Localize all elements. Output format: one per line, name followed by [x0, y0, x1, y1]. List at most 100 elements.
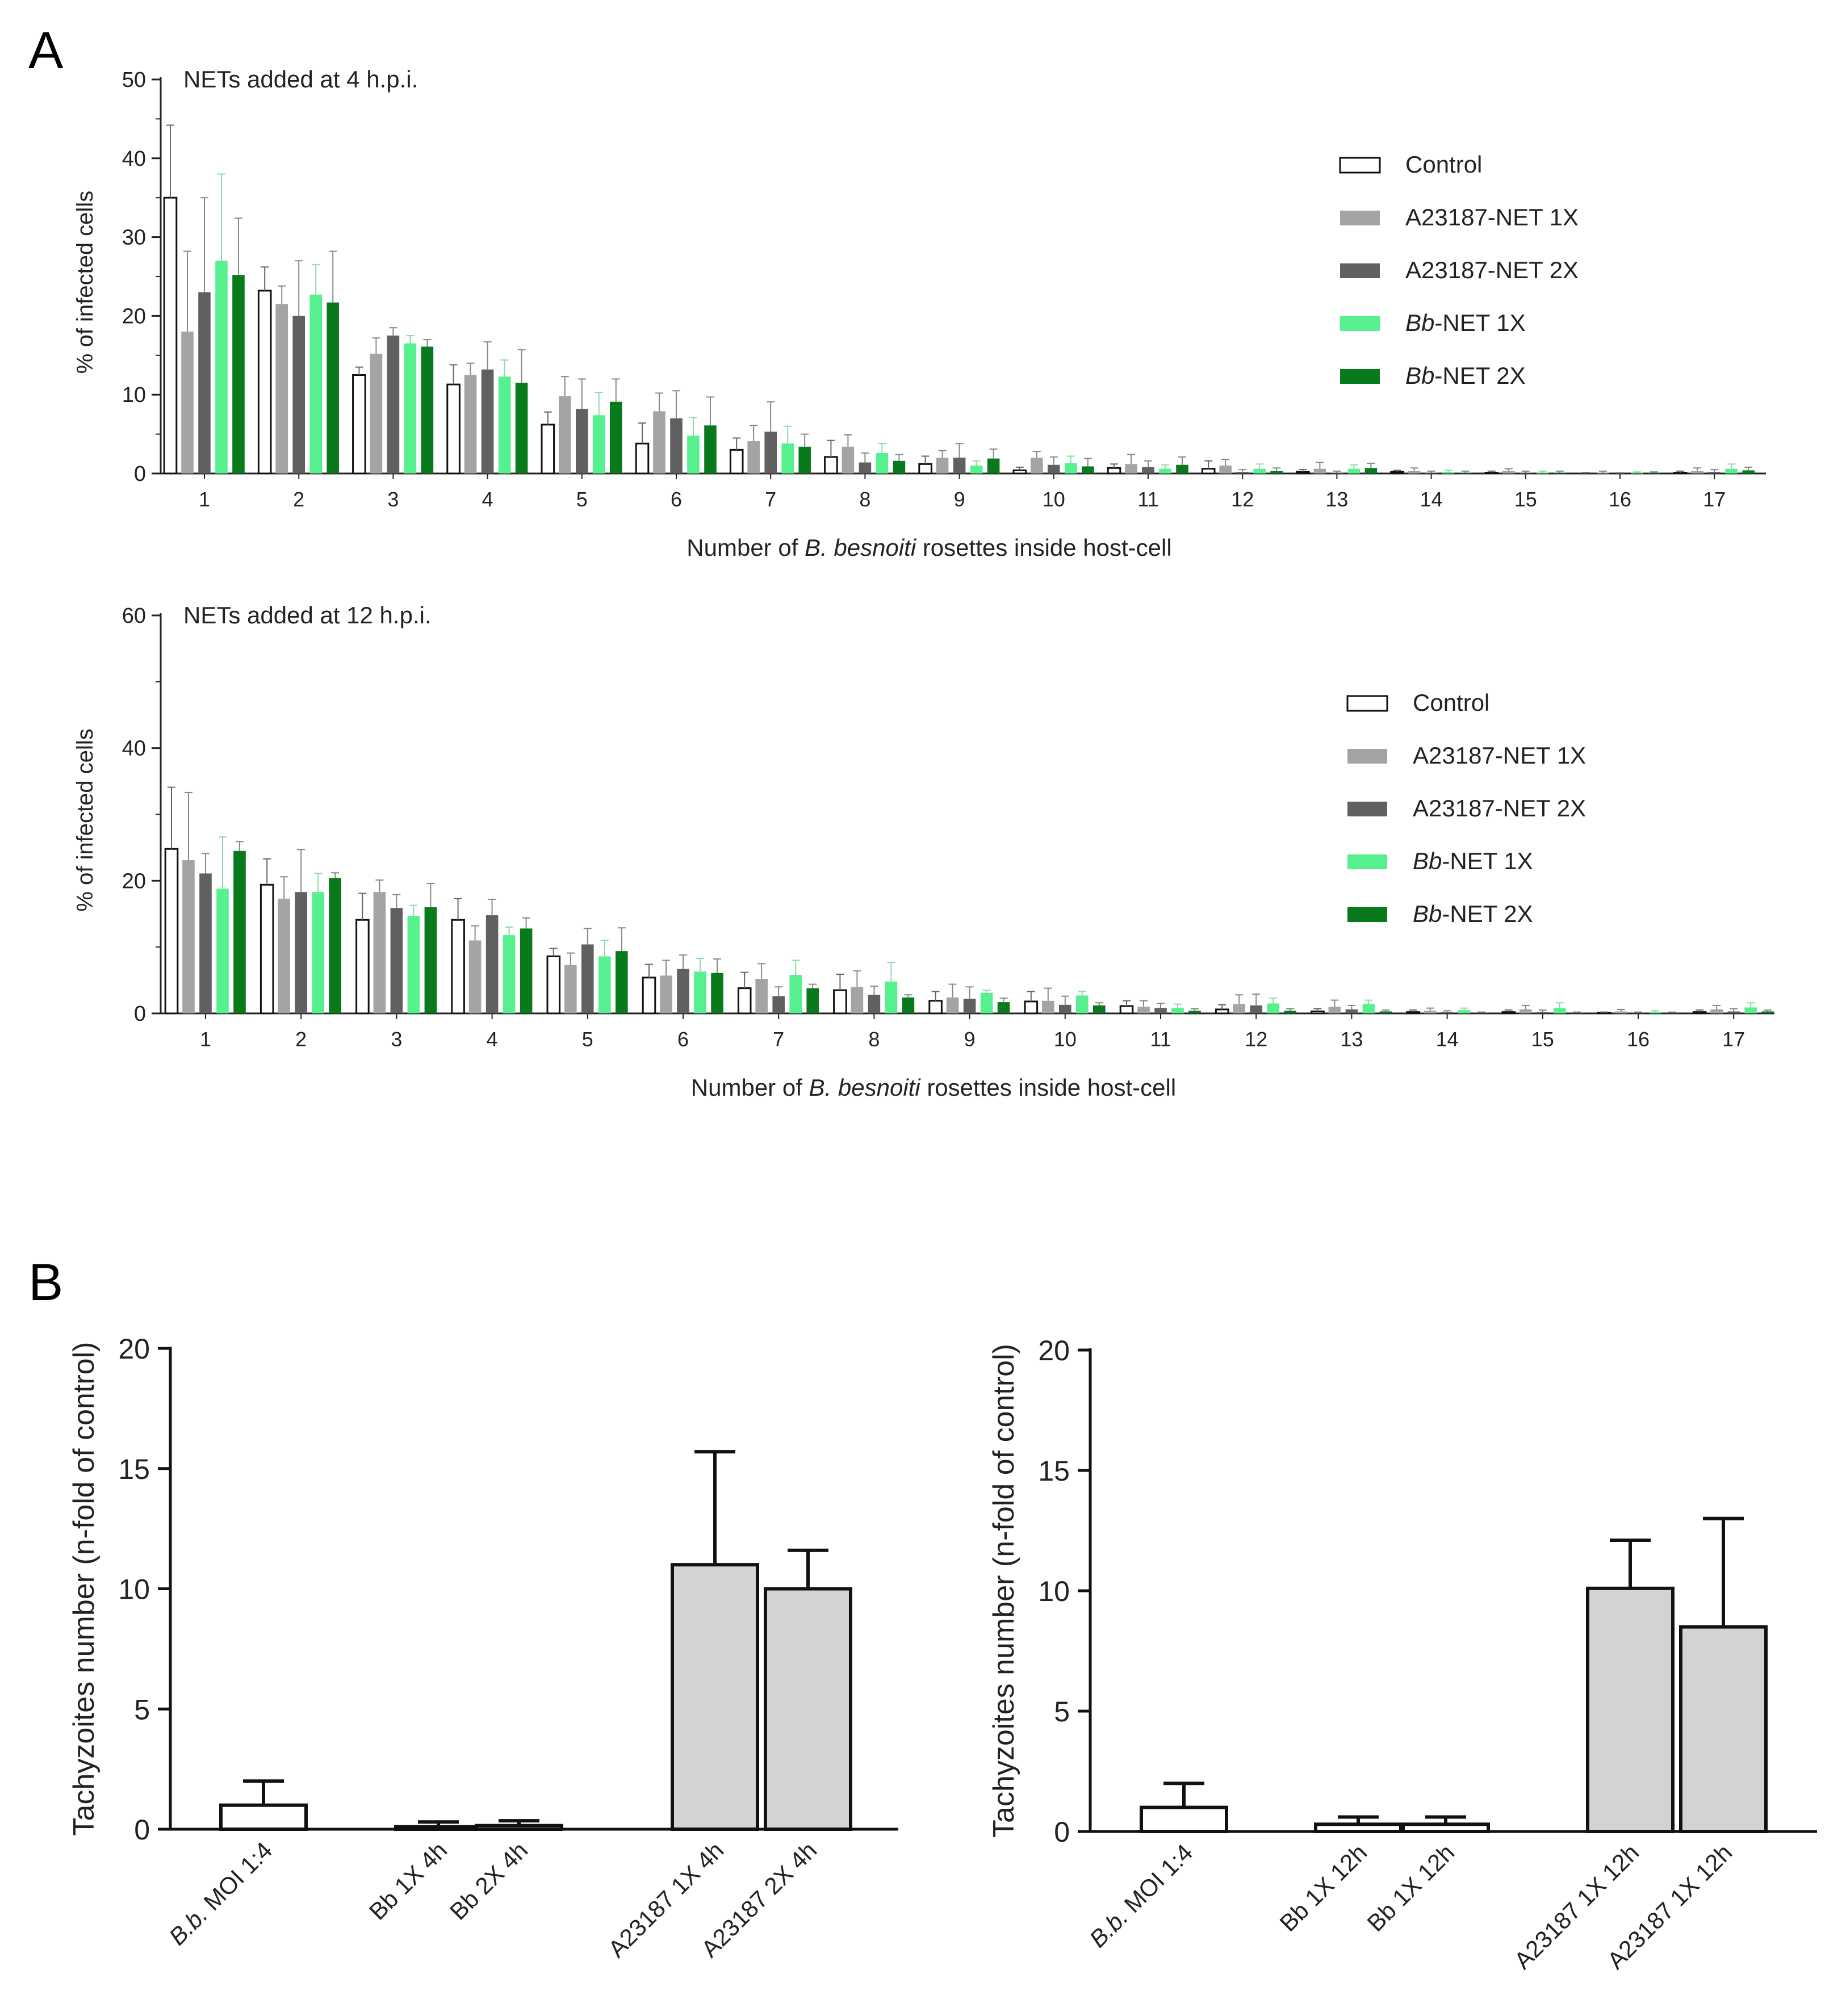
- legend-swatch-bb-1x: [1347, 854, 1387, 869]
- x-tick-label: 15: [1514, 488, 1537, 511]
- x-tick-label: 11: [1137, 488, 1158, 511]
- bar-bb-1x: [309, 294, 322, 473]
- x-tick-label: 1: [199, 488, 210, 511]
- bar-bb-1x: [1159, 468, 1171, 473]
- x-tick-label: 8: [868, 1028, 880, 1051]
- bar-bb-1x: [1649, 1012, 1661, 1013]
- bar-a23187-2x: [1059, 1004, 1071, 1013]
- bar: [475, 1824, 563, 1831]
- bar-control: [446, 383, 461, 475]
- bar-a23187-1x: [275, 304, 288, 473]
- x-tick-label: B.b. MOI 1:4: [164, 1837, 277, 1950]
- bar: [1586, 1586, 1675, 1833]
- x-tick-label: 7: [773, 1028, 784, 1051]
- bar-control: [451, 919, 465, 1015]
- bar-bb-2x: [421, 346, 434, 473]
- bar-bb-1x: [1065, 463, 1077, 473]
- bar-control: [259, 883, 274, 1015]
- bar-control: [928, 1000, 943, 1015]
- bar-bb-2x: [326, 302, 339, 473]
- y-tick-label: 40: [122, 147, 146, 171]
- x-tick-label: Bb 2X 4h: [445, 1837, 533, 1925]
- bar-control: [918, 463, 932, 475]
- bar-a23187-1x: [1710, 1009, 1723, 1013]
- y-tick-label: 10: [122, 383, 146, 407]
- x-tick-label: 3: [391, 1028, 402, 1051]
- bar-a23187-2x: [1154, 1008, 1167, 1013]
- bar-a23187-1x: [851, 987, 864, 1013]
- x-tick-label-text: Bb 1X 12h: [1274, 1839, 1372, 1937]
- y-tick-label: 10: [118, 1574, 150, 1606]
- bar-bb-2x: [704, 425, 717, 473]
- x-tick-label: Bb 1X 4h: [364, 1837, 452, 1925]
- bar-bb-2x: [987, 458, 1000, 473]
- bar-a23187-2x: [953, 458, 966, 473]
- x-axis-title-part: Number of: [687, 534, 805, 561]
- x-tick-label: B.b. MOI 1:4: [1084, 1839, 1198, 1952]
- legend-label-a23187-1x: A23187-NET 1X: [1405, 204, 1579, 230]
- bar-a23187-1x: [1691, 471, 1703, 473]
- x-tick-label-text: Bb 1X 12h: [1362, 1839, 1459, 1937]
- bar-bb-1x: [593, 415, 605, 473]
- bar-a23187-1x: [564, 965, 577, 1013]
- bar-bb-1x: [1442, 472, 1455, 473]
- bar-a23187-1x: [653, 411, 665, 473]
- legend-label-a23187-2x: A23187-NET 2X: [1405, 257, 1579, 283]
- bar-control: [1390, 471, 1404, 475]
- x-tick-label: Bb 1X 12h: [1362, 1839, 1459, 1937]
- panel-b-label: B: [28, 1254, 63, 1311]
- bar-a23187-2x: [292, 316, 305, 473]
- bar-a23187-1x: [1137, 1007, 1150, 1013]
- legend-swatch-a23187-2x: [1340, 263, 1380, 278]
- legend-label-control: Control: [1413, 689, 1489, 716]
- bar-a23187-2x: [1345, 1009, 1358, 1013]
- bar-a23187-1x: [181, 332, 194, 473]
- bar-a23187-1x: [182, 860, 195, 1013]
- x-tick-label: 4: [487, 1028, 498, 1051]
- legend-label-a23187-2x: A23187-NET 2X: [1413, 795, 1586, 822]
- bar-a23187-1x: [1408, 471, 1421, 473]
- legend-label-text: A23187-NET 1X: [1405, 204, 1579, 230]
- bar: [1679, 1625, 1768, 1834]
- bar: [1314, 1822, 1403, 1834]
- bar-control: [635, 442, 650, 475]
- bar-bb-1x: [980, 992, 993, 1013]
- bar-a23187-1x: [747, 441, 760, 473]
- bar-control: [352, 374, 366, 475]
- bar-control: [1012, 469, 1027, 475]
- bar-control: [729, 449, 744, 475]
- bar-bb-1x: [970, 466, 983, 473]
- bar-control: [824, 456, 838, 475]
- bar-bb-2x: [1742, 470, 1755, 473]
- bar-bb-1x: [215, 261, 228, 473]
- legend-swatch-bb-2x: [1347, 907, 1387, 922]
- bar-bb-1x: [885, 981, 898, 1013]
- bar-a23187-2x: [1441, 1012, 1454, 1013]
- bar-control: [164, 848, 179, 1015]
- x-axis-title-part: Number of: [691, 1074, 809, 1101]
- bar-bb-2x: [1176, 464, 1188, 473]
- x-tick-label: 15: [1531, 1028, 1554, 1051]
- bar-bb-2x: [902, 997, 915, 1013]
- x-tick-label: 10: [1054, 1028, 1077, 1051]
- x-tick-label: 8: [859, 488, 870, 511]
- bar-control: [1215, 1008, 1229, 1015]
- bar-bb-2x: [1082, 466, 1094, 473]
- x-tick-label: 16: [1627, 1028, 1650, 1051]
- chart-title: NETs added at 4 h.p.i.: [183, 66, 418, 93]
- bar-a23187-2x: [390, 908, 403, 1013]
- bar-bb-1x: [1362, 1004, 1375, 1013]
- bar-a23187-1x: [1615, 1011, 1627, 1013]
- legend-swatch-bb-1x: [1340, 316, 1380, 331]
- bar-bb-1x: [312, 892, 324, 1013]
- bar-a23187-1x: [278, 898, 290, 1013]
- bar-bb-1x: [789, 975, 802, 1013]
- bar-bb-1x: [694, 971, 706, 1013]
- bar-a23187-1x: [464, 375, 477, 473]
- y-axis-title: % of infected cells: [73, 191, 98, 374]
- legend-swatch-bb-2x: [1340, 369, 1380, 384]
- bar-a23187-2x: [581, 944, 594, 1013]
- bar-bb-2x: [1761, 1011, 1774, 1013]
